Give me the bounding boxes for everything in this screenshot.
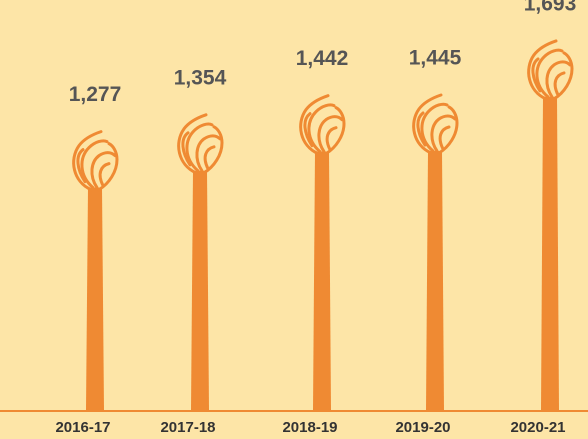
torch-flame — [437, 105, 459, 155]
value-label: 1,442 — [296, 47, 349, 70]
torch-flame — [527, 39, 558, 101]
torch-flame — [72, 130, 103, 192]
x-tick-label: 2017-18 — [160, 419, 215, 436]
torch-flame — [412, 93, 443, 155]
torch-flame — [438, 125, 451, 151]
torch-flame — [324, 106, 346, 156]
value-label: 1,277 — [69, 83, 122, 106]
torch-bar — [177, 113, 224, 410]
torch-flame — [185, 122, 214, 173]
torch-bar — [72, 130, 119, 410]
torch-flame — [202, 125, 224, 175]
torch-flame — [552, 51, 574, 101]
torch-bar — [412, 93, 459, 411]
torch-flame — [299, 94, 330, 156]
torch-flame — [177, 113, 208, 175]
torch-flame — [325, 126, 338, 152]
torch-stem — [86, 187, 104, 410]
torch-flame — [307, 103, 336, 154]
torch-flame — [98, 162, 111, 188]
value-label: 1,693 — [524, 0, 577, 15]
torch-stem — [541, 96, 559, 411]
torch-stem — [191, 170, 209, 410]
torch-flame — [553, 71, 566, 97]
torch-flame — [430, 114, 457, 153]
torch-flame — [203, 145, 216, 171]
torch-stem — [313, 151, 331, 411]
torch-flame — [317, 115, 344, 154]
x-tick-label: 2018-19 — [282, 419, 337, 436]
torch-flame — [535, 48, 564, 99]
torch-stem — [426, 150, 444, 411]
torch-bar — [299, 94, 346, 411]
torch-flame — [80, 139, 109, 190]
torch-flame — [90, 151, 117, 190]
torch-flame — [181, 131, 192, 167]
torch-flame — [195, 134, 222, 173]
torch-flame — [545, 60, 572, 99]
value-label: 1,445 — [409, 47, 462, 70]
torch-flame — [531, 57, 542, 93]
torch-flame — [420, 102, 449, 153]
value-label: 1,354 — [174, 66, 227, 89]
x-tick-label: 2019-20 — [395, 419, 450, 436]
torch-flame — [76, 148, 87, 184]
torch-flame — [303, 112, 314, 148]
torch-bar — [527, 39, 574, 411]
x-tick-label: 2016-17 — [55, 419, 110, 436]
x-tick-label: 2020-21 — [510, 419, 565, 436]
torch-flame — [416, 111, 427, 147]
torch-flame — [97, 142, 119, 192]
